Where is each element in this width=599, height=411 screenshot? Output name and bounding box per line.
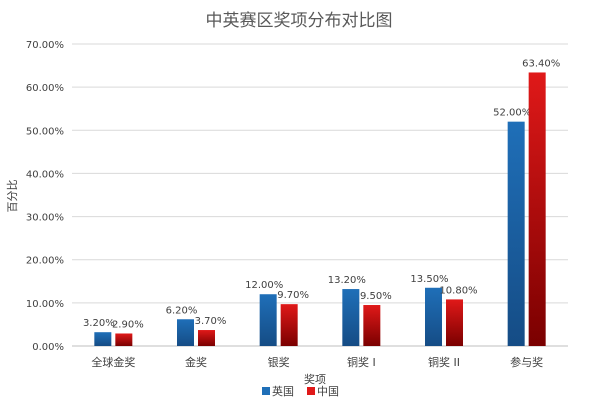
x-category-label: 铜奖 I xyxy=(347,355,376,369)
bar-uk xyxy=(507,121,525,347)
x-axis-categories: 全球金奖 金奖 银奖 铜奖 I 铜奖 II 参与奖 xyxy=(91,355,543,369)
bar-china xyxy=(198,330,215,346)
y-tick-label: 40.00% xyxy=(26,169,64,180)
bar-uk xyxy=(259,294,277,346)
data-label: 2.90% xyxy=(112,319,144,330)
y-tick-label: 30.00% xyxy=(26,213,64,224)
bar-uk xyxy=(94,332,112,346)
x-category-label: 金奖 xyxy=(185,355,207,369)
legend-swatch-china xyxy=(307,387,315,395)
chart-title: 中英赛区奖项分布对比图 xyxy=(206,10,393,31)
data-label: 10.80% xyxy=(439,285,477,296)
data-label: 9.50% xyxy=(360,291,392,302)
x-category-label: 银奖 xyxy=(268,355,290,369)
bar-uk xyxy=(177,319,194,346)
gridlines xyxy=(72,43,568,347)
y-tick-label: 70.00% xyxy=(26,40,64,51)
x-category-label: 铜奖 II xyxy=(428,355,460,369)
bars: 3.20%2.90% 6.20%3.70% 12.00%9.70% 13.20% 9.5… xyxy=(83,58,560,347)
data-label: 13.20% xyxy=(328,275,366,286)
y-axis-ticks: 0.00% 10.00% 20.00% 30.00% 40.00% 50.00% 60.00… xyxy=(26,40,64,353)
x-category-label: 全球金奖 xyxy=(91,355,135,369)
legend: 英国 中国 xyxy=(262,384,339,398)
bar-china xyxy=(280,304,298,346)
data-label: 12.00% xyxy=(245,280,283,291)
legend-label: 英国 xyxy=(272,384,294,398)
bar-china xyxy=(115,333,133,346)
bar-china xyxy=(446,299,463,346)
y-tick-label: 0.00% xyxy=(32,342,64,353)
y-tick-label: 50.00% xyxy=(26,126,64,137)
data-label: 6.20% xyxy=(166,305,198,316)
legend-swatch-uk xyxy=(262,387,270,395)
data-label: 3.20% xyxy=(83,318,115,329)
x-axis-title: 奖项 xyxy=(304,372,326,386)
bar-uk xyxy=(342,289,360,346)
data-label: 52.00% xyxy=(493,108,531,119)
y-axis-title: 百分比 xyxy=(6,180,19,213)
data-label: 13.50% xyxy=(410,274,448,285)
bar-china xyxy=(528,72,546,346)
data-label: 9.70% xyxy=(277,290,309,301)
bar-uk xyxy=(425,287,442,346)
y-tick-label: 20.00% xyxy=(26,256,64,267)
legend-label: 中国 xyxy=(317,385,339,398)
y-tick-label: 10.00% xyxy=(26,299,64,310)
bar-china xyxy=(363,305,381,346)
data-label: 63.40% xyxy=(522,58,560,69)
data-label: 3.70% xyxy=(195,316,227,327)
y-tick-label: 60.00% xyxy=(26,83,64,94)
x-category-label: 参与奖 xyxy=(510,355,543,369)
